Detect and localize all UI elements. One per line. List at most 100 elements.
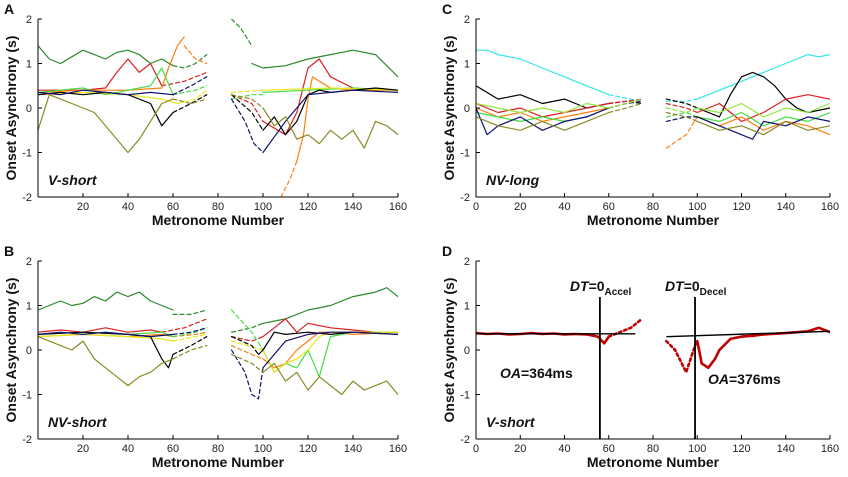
series-green-segment-0 — [38, 45, 174, 67]
y-axis-label: Onset Asynchrony (s) — [441, 36, 457, 181]
series-orange-segment-2 — [280, 160, 298, 197]
series-black-segment-1 — [172, 94, 208, 114]
x-tick-label: 160 — [821, 201, 839, 213]
series-lime-segment-3 — [696, 111, 830, 127]
series-cyan-segment-0 — [476, 49, 610, 96]
series-black-segment-0 — [476, 85, 610, 109]
series-orange-segment-1 — [183, 45, 208, 65]
series-red-segment-3 — [262, 58, 398, 136]
dt-label-decel: DT=0Decel — [665, 278, 727, 298]
series-red-segment-2 — [665, 102, 698, 114]
x-tick-label: 120 — [299, 443, 317, 455]
x-axis-label: Metronome Number — [587, 212, 720, 228]
x-tick-label: 100 — [688, 201, 706, 213]
y-axis-label: Onset Asynchrony (s) — [3, 278, 19, 423]
x-axis-label: Metronome Number — [152, 454, 285, 470]
y-tick-label: 2 — [26, 256, 32, 268]
series-green-segment-0 — [38, 291, 174, 311]
x-tick-label: 140 — [777, 201, 795, 213]
x-tick-label: 20 — [77, 443, 89, 455]
series-navy-segment-0 — [38, 331, 174, 338]
series-red-segment-1 — [161, 318, 208, 333]
series-red-segment-0 — [38, 327, 163, 333]
series-green-segment-2 — [230, 19, 253, 47]
series-lime-segment-2 — [230, 94, 264, 100]
panel-label-c: C — [442, 1, 452, 17]
series-navy-segment-0 — [38, 89, 174, 96]
x-tick-label: 60 — [603, 201, 615, 213]
series-orange-segment-0 — [476, 107, 610, 123]
x-tick-label: 100 — [254, 201, 272, 213]
series-green-segment-3 — [251, 49, 398, 78]
fit-line-1 — [666, 330, 831, 338]
x-tick-label: 160 — [389, 443, 407, 455]
series-black-segment-1 — [172, 336, 208, 355]
x-tick-label: 0 — [473, 443, 479, 455]
condition-label: V-short — [48, 172, 98, 188]
x-tick-label: 140 — [344, 443, 362, 455]
x-tick-label: 80 — [212, 201, 224, 213]
y-tick-label: -1 — [22, 390, 32, 402]
y-tick-label: 0 — [26, 345, 32, 357]
x-tick-label: 80 — [212, 443, 224, 455]
x-tick-label: 160 — [821, 443, 839, 455]
series-black-segment-2 — [230, 94, 264, 131]
x-tick-label: 160 — [389, 201, 407, 213]
series-black-segment-3 — [696, 71, 830, 118]
panel-a: A -2 -1 0 1 2 20 40 60 80 100 120 140 160 Metronome Nu… — [3, 1, 407, 228]
x-tick-label: 40 — [122, 201, 134, 213]
x-axis-label: Metronome Number — [152, 212, 285, 228]
x-tick-label: 140 — [344, 201, 362, 213]
series-mean-segment-2 — [664, 339, 699, 374]
y-tick-label: -2 — [460, 434, 470, 446]
condition-label: V-short — [486, 414, 536, 430]
series-group — [38, 19, 398, 197]
x-tick-label: 120 — [732, 443, 750, 455]
series-olive-segment-0 — [476, 111, 610, 131]
x-tick-label: 80 — [647, 201, 659, 213]
x-tick-label: 60 — [167, 443, 179, 455]
x-tick-label: 40 — [558, 201, 570, 213]
series-orange-segment-1 — [172, 331, 208, 338]
series-olive-segment-2 — [230, 94, 264, 109]
series-yellow-segment-0 — [38, 333, 174, 342]
series-lime-segment-1 — [172, 85, 208, 96]
oa-label-right: OA=376ms — [708, 371, 781, 387]
series-navy-segment-1 — [172, 76, 208, 96]
series-yellow-segment-2 — [230, 89, 264, 94]
series-red-segment-1 — [608, 98, 643, 105]
series-mean-segment-3 — [695, 326, 830, 370]
y-tick-label: 2 — [464, 14, 470, 26]
series-lime-segment-0 — [476, 107, 610, 123]
series-yellow-segment-3 — [262, 87, 398, 91]
dt-label-accel: DT=0Accel — [570, 278, 632, 298]
y-tick-label: 1 — [464, 59, 470, 71]
series-olive-segment-0 — [38, 94, 174, 154]
series-navy-segment-1 — [172, 327, 208, 335]
x-tick-label: 20 — [514, 201, 526, 213]
series-orange-segment-2 — [230, 345, 264, 360]
x-tick-label: 60 — [167, 201, 179, 213]
y-tick-label: 1 — [464, 301, 470, 313]
series-lightgreen-segment-2 — [665, 107, 698, 114]
y-tick-label: 2 — [26, 14, 32, 26]
series-lightgreen-segment-0 — [476, 102, 610, 114]
series-cyan-segment-3 — [696, 53, 830, 100]
series-olive-segment-2 — [665, 111, 698, 123]
y-tick-label: 0 — [26, 103, 32, 115]
series-lime-segment-2 — [665, 111, 698, 118]
series-red-segment-3 — [262, 318, 398, 338]
x-tick-label: 0 — [473, 201, 479, 213]
x-tick-label: 100 — [688, 443, 706, 455]
x-tick-label: 40 — [122, 443, 134, 455]
y-tick-label: 2 — [464, 256, 470, 268]
x-tick-label: 120 — [299, 201, 317, 213]
series-mean-segment-0 — [476, 331, 611, 345]
series-navy-segment-2 — [230, 349, 264, 400]
y-tick-label: -1 — [22, 148, 32, 160]
series-lightgreen-segment-3 — [696, 102, 830, 118]
y-axis-label: Onset Asynchrony (s) — [3, 36, 19, 181]
x-tick-label: 20 — [77, 201, 89, 213]
